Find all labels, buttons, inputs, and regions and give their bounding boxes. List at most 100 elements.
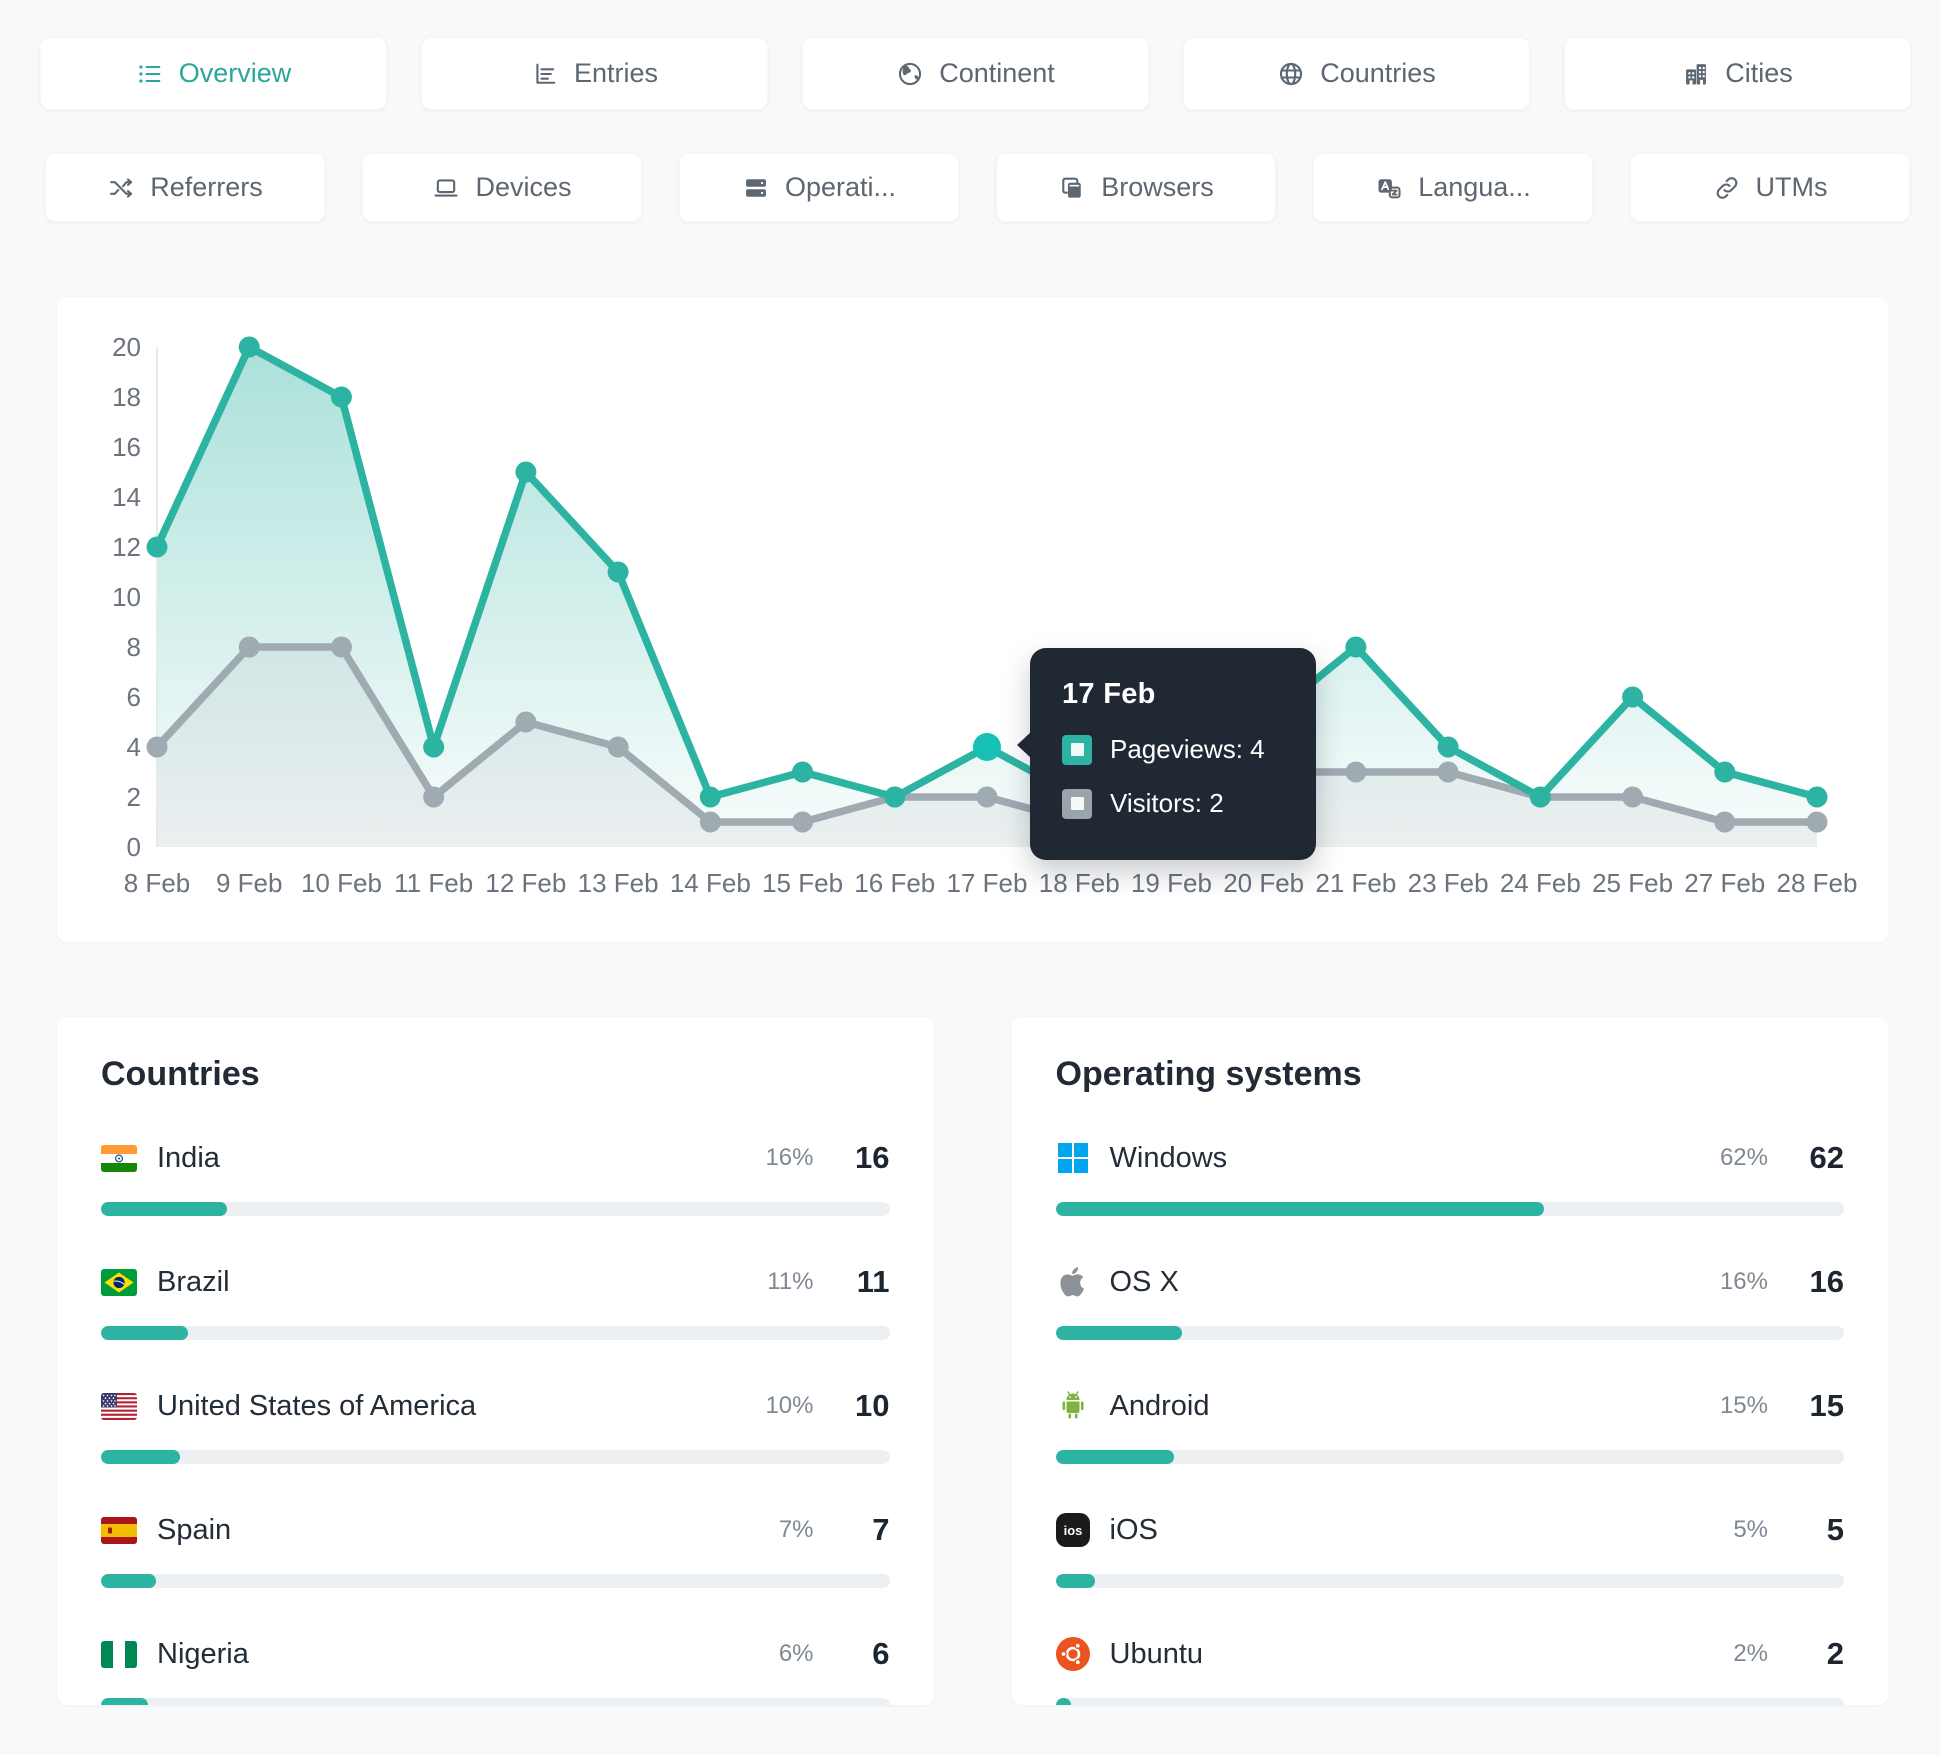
stat-progress-track (1055, 1202, 1844, 1216)
apple-logo-icon (1056, 1265, 1090, 1299)
stat-percent: 15% (1719, 1392, 1768, 1419)
tab-devices[interactable]: Devices (362, 153, 642, 222)
tab-overview[interactable]: Overview (40, 37, 387, 110)
visitors-point[interactable] (607, 736, 629, 758)
pageviews-point[interactable] (146, 536, 168, 558)
tab-continent[interactable]: Continent (802, 37, 1149, 110)
visitors-point[interactable] (423, 786, 445, 808)
pageviews-point[interactable] (330, 386, 352, 408)
stat-row: Windows 62% 62 (1055, 1138, 1844, 1216)
visitors-area (157, 647, 1817, 847)
pageviews-point[interactable] (1622, 686, 1644, 708)
pageviews-point[interactable] (1437, 736, 1459, 758)
pageviews-point[interactable] (699, 786, 721, 808)
pageviews-point[interactable] (1714, 761, 1736, 783)
stat-row-header: Brazil 11% 11 (101, 1262, 890, 1302)
tab-label: Langua... (1418, 172, 1531, 202)
pageviews-point[interactable] (607, 561, 629, 583)
stat-row: United States of America 10% 10 (101, 1386, 890, 1464)
pageviews-point[interactable] (515, 461, 537, 483)
stat-progress-track (101, 1698, 890, 1705)
pageviews-point[interactable] (1345, 636, 1367, 658)
tab-label: Entries (573, 58, 659, 88)
windows-logo-icon (1056, 1141, 1090, 1175)
stat-progress-track (1055, 1574, 1844, 1588)
visitors-point[interactable] (1806, 811, 1828, 833)
tab-langua[interactable]: Langua... (1313, 153, 1593, 222)
stat-label: India (157, 1141, 220, 1174)
stat-value: 11 (856, 1264, 890, 1299)
y-tick-label: 16 (112, 432, 141, 462)
stats-panels: Countries India 16% 16 Brazil 11% 11 United St… (57, 1017, 1888, 1705)
stat-progress-track (101, 1574, 890, 1588)
y-tick-label: 8 (127, 632, 141, 662)
x-tick-label: 21 Feb (1315, 868, 1396, 898)
tab-operati[interactable]: Operati... (679, 153, 959, 222)
stat-value: 16 (1809, 1264, 1844, 1299)
y-tick-label: 0 (127, 832, 141, 862)
visitors-point[interactable] (515, 711, 537, 733)
tab-utms[interactable]: UTMs (1630, 153, 1910, 222)
stat-percent: 5% (1733, 1516, 1768, 1543)
entries-chart-icon (531, 60, 559, 88)
stat-row-header: OS X 16% 16 (1056, 1262, 1844, 1302)
stat-progress-track (1055, 1326, 1844, 1340)
continent-globe-icon (896, 60, 924, 88)
tab-label: Countries (1320, 58, 1436, 88)
stat-row: Spain 7% 7 (101, 1510, 890, 1588)
pageviews-point[interactable] (1806, 786, 1828, 808)
y-tick-label: 10 (112, 582, 141, 612)
stat-percent: 7% (778, 1516, 814, 1543)
visitors-point[interactable] (699, 811, 721, 833)
tab-cities[interactable]: Cities (1564, 37, 1911, 110)
stat-label: Nigeria (157, 1637, 249, 1670)
active-point[interactable] (973, 733, 1001, 761)
visitors-point[interactable] (1437, 761, 1459, 783)
tab-entries[interactable]: Entries (421, 37, 768, 110)
usa-flag (101, 1392, 137, 1420)
stat-value: 10 (855, 1388, 890, 1423)
pageviews-point[interactable] (792, 761, 814, 783)
visitors-point[interactable] (146, 736, 168, 758)
tab-referrers[interactable]: Referrers (45, 153, 325, 222)
pageviews-point[interactable] (238, 336, 260, 358)
tooltip-pageviews-label: Pageviews: 4 (1110, 734, 1265, 764)
visitors-point[interactable] (1714, 811, 1736, 833)
browser-icon (1058, 174, 1086, 202)
visitors-point[interactable] (1622, 786, 1644, 808)
countries-panel: Countries India 16% 16 Brazil 11% 11 United St… (57, 1017, 934, 1705)
visitors-point[interactable] (330, 636, 352, 658)
stat-row-header: Nigeria 6% 6 (101, 1634, 890, 1674)
stat-progress-fill (101, 1574, 157, 1588)
countries-globe-icon (1277, 60, 1305, 88)
stat-row: India 16% 16 (101, 1138, 890, 1216)
stat-percent: 6% (778, 1640, 814, 1667)
stat-value: 15 (1809, 1388, 1844, 1423)
countries-list: India 16% 16 Brazil 11% 11 United States of Am… (101, 1138, 890, 1705)
primary-tab-row: Overview Entries Continent Countries Cities (40, 37, 1911, 110)
stat-progress-fill (1055, 1574, 1095, 1588)
visitors-point[interactable] (976, 786, 998, 808)
x-tick-label: 18 Feb (1039, 868, 1120, 898)
pageviews-point[interactable] (423, 736, 445, 758)
stat-progress-fill (1055, 1202, 1545, 1216)
stat-label: Windows (1109, 1141, 1228, 1174)
stat-label: iOS (1109, 1513, 1158, 1546)
pageviews-point[interactable] (1529, 786, 1551, 808)
visitors-point[interactable] (238, 636, 260, 658)
android-logo-icon (1056, 1389, 1090, 1423)
shuffle-icon (107, 174, 135, 202)
tab-browsers[interactable]: Browsers (996, 153, 1276, 222)
stat-percent: 2% (1733, 1640, 1768, 1667)
stat-value: 5 (1826, 1512, 1844, 1547)
x-tick-label: 20 Feb (1223, 868, 1304, 898)
visitors-point[interactable] (1345, 761, 1367, 783)
pageviews-point[interactable] (884, 786, 906, 808)
tab-countries[interactable]: Countries (1183, 37, 1530, 110)
y-tick-label: 4 (127, 732, 141, 762)
x-tick-label: 16 Feb (854, 868, 935, 898)
tab-label: Browsers (1101, 172, 1214, 202)
stat-row-header: United States of America 10% 10 (101, 1386, 890, 1426)
visitors-point[interactable] (792, 811, 814, 833)
